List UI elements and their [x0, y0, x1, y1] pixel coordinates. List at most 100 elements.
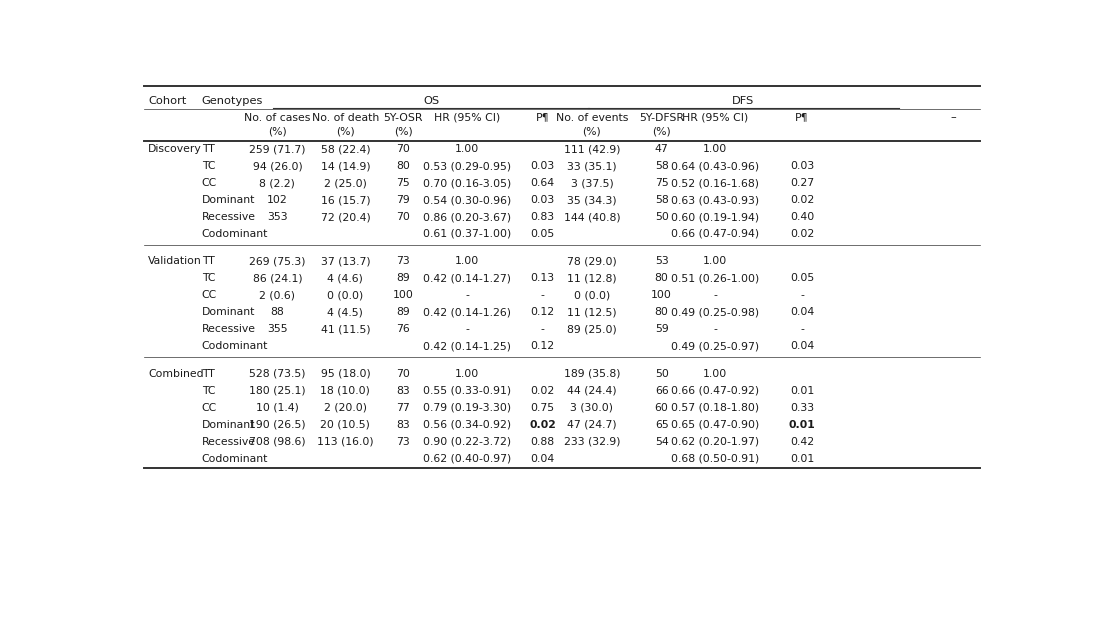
Text: 190 (26.5): 190 (26.5): [249, 420, 306, 430]
Text: 47: 47: [655, 144, 668, 154]
Text: 0.66 (0.47-0.94): 0.66 (0.47-0.94): [671, 229, 759, 239]
Text: 2 (20.0): 2 (20.0): [324, 403, 366, 413]
Text: -: -: [713, 324, 717, 334]
Text: Validation: Validation: [148, 256, 202, 266]
Text: 0.42 (0.14-1.25): 0.42 (0.14-1.25): [423, 342, 511, 351]
Text: 80: 80: [655, 273, 668, 283]
Text: 11 (12.8): 11 (12.8): [567, 273, 617, 283]
Text: 0.90 (0.22-3.72): 0.90 (0.22-3.72): [423, 437, 511, 446]
Text: 37 (13.7): 37 (13.7): [320, 256, 370, 266]
Text: 0.33: 0.33: [790, 403, 814, 413]
Text: P¶: P¶: [536, 112, 550, 122]
Text: 102: 102: [267, 195, 287, 205]
Text: 0.49 (0.25-0.97): 0.49 (0.25-0.97): [671, 342, 759, 351]
Text: 0.86 (0.20-3.67): 0.86 (0.20-3.67): [423, 212, 511, 222]
Text: 0.42: 0.42: [790, 437, 814, 446]
Text: Genotypes: Genotypes: [202, 96, 263, 106]
Text: (%): (%): [336, 127, 354, 137]
Text: 0.04: 0.04: [790, 307, 814, 317]
Text: 0.68 (0.50-0.91): 0.68 (0.50-0.91): [671, 454, 759, 464]
Text: 4 (4.5): 4 (4.5): [328, 307, 363, 317]
Text: 54: 54: [655, 437, 668, 446]
Text: 0.12: 0.12: [531, 307, 555, 317]
Text: (%): (%): [394, 127, 412, 137]
Text: 5Y-DFSR: 5Y-DFSR: [640, 112, 685, 122]
Text: No. of cases: No. of cases: [245, 112, 310, 122]
Text: TT: TT: [202, 369, 215, 379]
Text: 0.51 (0.26-1.00): 0.51 (0.26-1.00): [671, 273, 759, 283]
Text: -: -: [713, 291, 717, 301]
Text: 0.27: 0.27: [790, 178, 814, 188]
Text: Discovery: Discovery: [148, 144, 202, 154]
Text: 60: 60: [655, 403, 668, 413]
Text: 79: 79: [396, 195, 410, 205]
Text: 70: 70: [396, 144, 410, 154]
Text: 1.00: 1.00: [703, 144, 727, 154]
Text: 144 (40.8): 144 (40.8): [564, 212, 620, 222]
Text: 8 (2.2): 8 (2.2): [260, 178, 295, 188]
Text: 2 (25.0): 2 (25.0): [324, 178, 366, 188]
Text: 70: 70: [396, 212, 410, 222]
Text: 1.00: 1.00: [455, 369, 479, 379]
Text: 0.64 (0.43-0.96): 0.64 (0.43-0.96): [671, 161, 759, 171]
Text: 100: 100: [652, 291, 672, 301]
Text: Combined: Combined: [148, 369, 204, 379]
Text: 233 (32.9): 233 (32.9): [564, 437, 620, 446]
Text: 0.01: 0.01: [790, 454, 814, 464]
Text: 708 (98.6): 708 (98.6): [249, 437, 306, 446]
Text: 0.79 (0.19-3.30): 0.79 (0.19-3.30): [423, 403, 511, 413]
Text: 20 (10.5): 20 (10.5): [320, 420, 371, 430]
Text: 100: 100: [393, 291, 414, 301]
Text: HR (95% CI): HR (95% CI): [434, 112, 500, 122]
Text: 95 (18.0): 95 (18.0): [320, 369, 371, 379]
Text: 0.55 (0.33-0.91): 0.55 (0.33-0.91): [423, 386, 511, 396]
Text: Recessive: Recessive: [202, 212, 256, 222]
Text: 1.00: 1.00: [703, 369, 727, 379]
Text: 111 (42.9): 111 (42.9): [564, 144, 620, 154]
Text: 0.52 (0.16-1.68): 0.52 (0.16-1.68): [671, 178, 759, 188]
Text: 89: 89: [396, 273, 410, 283]
Text: 75: 75: [396, 178, 410, 188]
Text: 78 (29.0): 78 (29.0): [567, 256, 617, 266]
Text: CC: CC: [202, 403, 217, 413]
Text: 0.53 (0.29-0.95): 0.53 (0.29-0.95): [423, 161, 511, 171]
Text: 0.57 (0.18-1.80): 0.57 (0.18-1.80): [671, 403, 759, 413]
Text: TT: TT: [202, 144, 215, 154]
Text: 0.63 (0.43-0.93): 0.63 (0.43-0.93): [671, 195, 759, 205]
Text: 0.54 (0.30-0.96): 0.54 (0.30-0.96): [422, 195, 511, 205]
Text: 66: 66: [655, 386, 668, 396]
Text: 5Y-OSR: 5Y-OSR: [384, 112, 423, 122]
Text: 0.01: 0.01: [790, 386, 814, 396]
Text: 1.00: 1.00: [455, 256, 479, 266]
Text: No. of death: No. of death: [312, 112, 380, 122]
Text: 189 (35.8): 189 (35.8): [564, 369, 620, 379]
Text: (%): (%): [268, 127, 286, 137]
Text: -: -: [541, 324, 544, 334]
Text: 259 (71.7): 259 (71.7): [249, 144, 306, 154]
Text: 0.02: 0.02: [790, 229, 814, 239]
Text: 0.66 (0.47-0.92): 0.66 (0.47-0.92): [671, 386, 759, 396]
Text: 0.42 (0.14-1.27): 0.42 (0.14-1.27): [423, 273, 511, 283]
Text: 0.61 (0.37-1.00): 0.61 (0.37-1.00): [422, 229, 511, 239]
Text: 0 (0.0): 0 (0.0): [327, 291, 363, 301]
Text: 0.62 (0.40-0.97): 0.62 (0.40-0.97): [422, 454, 511, 464]
Text: 0.05: 0.05: [531, 229, 555, 239]
Text: 77: 77: [396, 403, 410, 413]
Text: 0.02: 0.02: [529, 420, 556, 430]
Text: 355: 355: [267, 324, 287, 334]
Text: 65: 65: [655, 420, 668, 430]
Text: Codominant: Codominant: [202, 454, 268, 464]
Text: 0.40: 0.40: [790, 212, 814, 222]
Text: 70: 70: [396, 369, 410, 379]
Text: 33 (35.1): 33 (35.1): [567, 161, 617, 171]
Text: 18 (10.0): 18 (10.0): [320, 386, 371, 396]
Text: 528 (73.5): 528 (73.5): [249, 369, 306, 379]
Text: 89 (25.0): 89 (25.0): [567, 324, 617, 334]
Text: 0.64: 0.64: [531, 178, 555, 188]
Text: 1.00: 1.00: [455, 144, 479, 154]
Text: 0.12: 0.12: [531, 342, 555, 351]
Text: 73: 73: [396, 437, 410, 446]
Text: 72 (20.4): 72 (20.4): [320, 212, 371, 222]
Text: 14 (14.9): 14 (14.9): [320, 161, 370, 171]
Text: 0.62 (0.20-1.97): 0.62 (0.20-1.97): [671, 437, 759, 446]
